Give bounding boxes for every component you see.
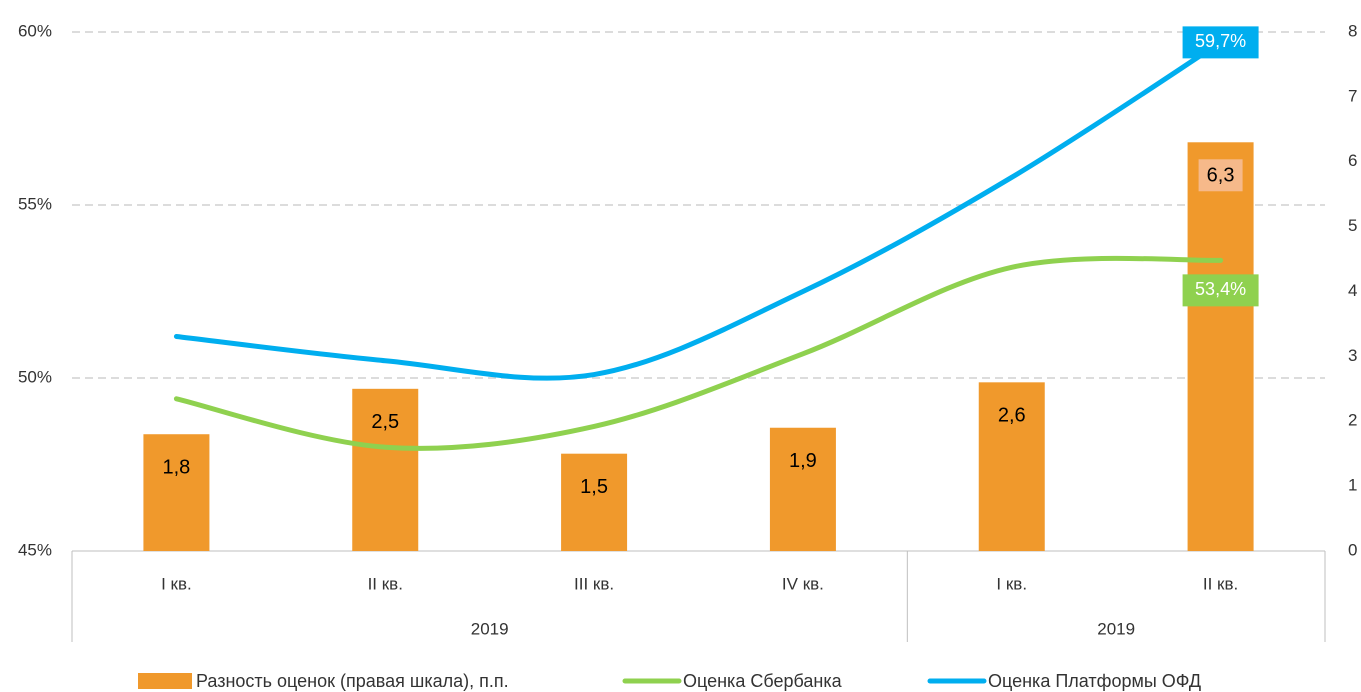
data-label: 2,5 — [371, 411, 399, 433]
legend-label: Оценка Сбербанка — [683, 671, 843, 691]
y2-tick-label: 7 — [1348, 86, 1357, 105]
data-label: 59,7% — [1195, 31, 1246, 51]
group-label: 2019 — [1097, 619, 1135, 638]
y2-tick-label: 3 — [1348, 346, 1357, 365]
data-label: 53,4% — [1195, 279, 1246, 299]
line — [173, 255, 1224, 451]
bar — [1187, 142, 1254, 551]
x-tick-label: I кв. — [996, 574, 1027, 593]
data-label-box — [1198, 159, 1243, 192]
data-label: 6,3 — [1207, 165, 1235, 187]
data-label-box — [1182, 26, 1259, 59]
bar — [978, 382, 1045, 551]
y-tick-label: 50% — [18, 367, 52, 386]
legend-label: Разность оценок (правая шкала), п.п. — [196, 671, 509, 691]
y2-tick-label: 4 — [1348, 281, 1357, 300]
x-tick-label: II кв. — [1203, 574, 1238, 593]
y2-tick-label: 6 — [1348, 151, 1357, 170]
data-label: 2,6 — [998, 405, 1026, 427]
y2-tick-label: 2 — [1348, 411, 1357, 430]
data-label-box — [1182, 274, 1259, 307]
bar — [769, 427, 836, 551]
x-tick-label: III кв. — [574, 574, 614, 593]
y2-tick-label: 5 — [1348, 216, 1357, 235]
data-label: 1,5 — [580, 476, 608, 498]
y-tick-label: 60% — [18, 21, 52, 40]
x-tick-label: IV кв. — [782, 574, 824, 593]
y-tick-label: 55% — [18, 194, 52, 213]
bar — [561, 453, 628, 551]
line — [173, 39, 1224, 381]
data-label: 1,9 — [789, 450, 817, 472]
legend-label: Оценка Платформы ОФД — [988, 671, 1201, 691]
bar — [143, 434, 210, 551]
y2-tick-label: 8 — [1348, 21, 1357, 40]
y2-tick-label: 1 — [1348, 476, 1357, 495]
bar — [352, 388, 419, 551]
y2-tick-label: 0 — [1348, 540, 1357, 559]
legend-swatch — [138, 673, 192, 689]
y-tick-label: 45% — [18, 540, 52, 559]
group-label: 2019 — [471, 619, 509, 638]
data-label: 1,8 — [163, 457, 191, 479]
x-tick-label: I кв. — [161, 574, 192, 593]
x-tick-label: II кв. — [368, 574, 403, 593]
